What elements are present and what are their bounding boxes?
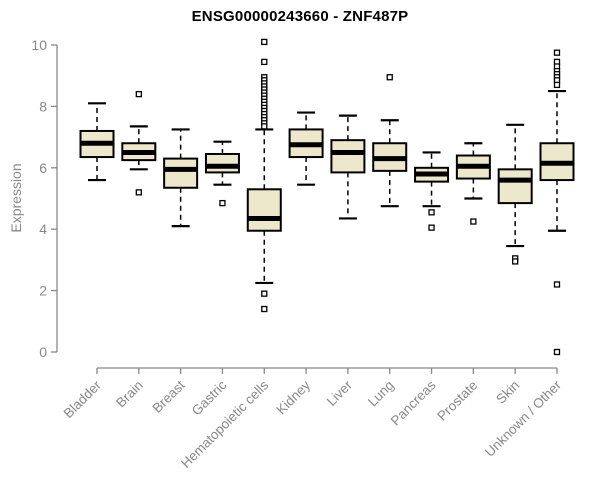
outlier-point bbox=[386, 74, 393, 81]
y-axis: 0 2 4 6 8 10 bbox=[31, 37, 58, 360]
outlier-point bbox=[512, 258, 519, 265]
x-tick-label: Lung bbox=[365, 378, 397, 410]
y-tick-label: 0 bbox=[39, 344, 47, 360]
y-tick-label: 4 bbox=[39, 221, 47, 237]
x-tick-label: Liver bbox=[324, 377, 356, 409]
y-tick-label: 6 bbox=[39, 160, 47, 176]
boxplot-skin bbox=[497, 123, 533, 265]
boxplot-bladder bbox=[79, 102, 115, 182]
outlier-point bbox=[219, 199, 226, 207]
outlier-point bbox=[553, 348, 561, 356]
boxplot-pancreas bbox=[414, 151, 450, 231]
iqr-box bbox=[246, 188, 282, 232]
outlier-point bbox=[261, 58, 268, 66]
outlier-point bbox=[553, 281, 561, 288]
x-tick-label: Breast bbox=[150, 377, 188, 415]
iqr-box bbox=[204, 152, 240, 174]
outlier-point bbox=[135, 189, 142, 196]
boxplot-gastric bbox=[204, 140, 240, 207]
y-tick-label: 2 bbox=[39, 283, 47, 299]
outlier-point bbox=[428, 209, 435, 216]
outlier-point bbox=[261, 290, 268, 297]
outlier-point bbox=[261, 305, 268, 313]
boxplot-unknown-other bbox=[539, 49, 575, 356]
outlier-point bbox=[428, 224, 435, 231]
y-tick-label: 8 bbox=[39, 98, 47, 114]
iqr-box bbox=[163, 157, 199, 189]
boxplot-prostate bbox=[455, 142, 491, 225]
outlier-point bbox=[470, 218, 477, 225]
boxplot-lung bbox=[372, 74, 408, 208]
x-tick-label: Bladder bbox=[61, 377, 105, 421]
boxplot-brain bbox=[121, 90, 157, 196]
x-tick-label: Unknown / Other bbox=[482, 377, 565, 460]
y-tick-label: 10 bbox=[31, 37, 47, 53]
chart-title: ENSG00000243660 - ZNF487P bbox=[191, 8, 409, 25]
outlier-point bbox=[553, 49, 561, 56]
boxplot-hematopoietic-cells bbox=[246, 38, 282, 313]
x-tick-label: Skin bbox=[493, 378, 522, 407]
outlier-point bbox=[553, 81, 561, 89]
iqr-box bbox=[330, 139, 366, 174]
boxplot-breast bbox=[163, 128, 199, 228]
x-tick-label: Kidney bbox=[273, 377, 313, 417]
boxplot-kidney bbox=[288, 111, 324, 186]
x-tick-label: Prostate bbox=[434, 378, 480, 424]
x-tick-label: Pancreas bbox=[388, 377, 439, 428]
x-tick-label: Brain bbox=[113, 378, 146, 411]
outlier-point bbox=[135, 90, 142, 98]
outlier-point bbox=[261, 38, 268, 46]
iqr-box bbox=[497, 168, 533, 205]
boxplot-liver bbox=[330, 114, 366, 220]
x-tick-label: Gastric bbox=[189, 377, 230, 418]
outlier-point bbox=[261, 123, 268, 130]
